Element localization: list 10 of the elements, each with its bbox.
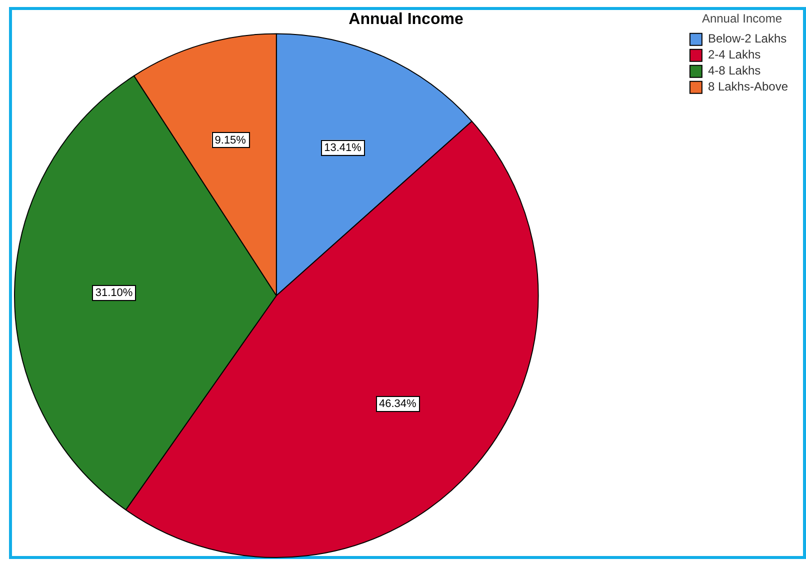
data-label: 13.41% <box>324 142 362 154</box>
data-label: 46.34% <box>379 398 417 410</box>
chart-title: Annual Income <box>348 11 464 28</box>
legend-label: Below-2 Lakhs <box>708 32 787 46</box>
data-label: 31.10% <box>95 287 133 300</box>
legend-title: Annual Income <box>702 11 782 26</box>
legend-label: 8 Lakhs-Above <box>708 80 788 94</box>
data-label: 9.15% <box>214 134 246 146</box>
legend-label: 4-8 Lakhs <box>708 64 761 78</box>
legend-label: 2-4 Lakhs <box>708 48 761 62</box>
